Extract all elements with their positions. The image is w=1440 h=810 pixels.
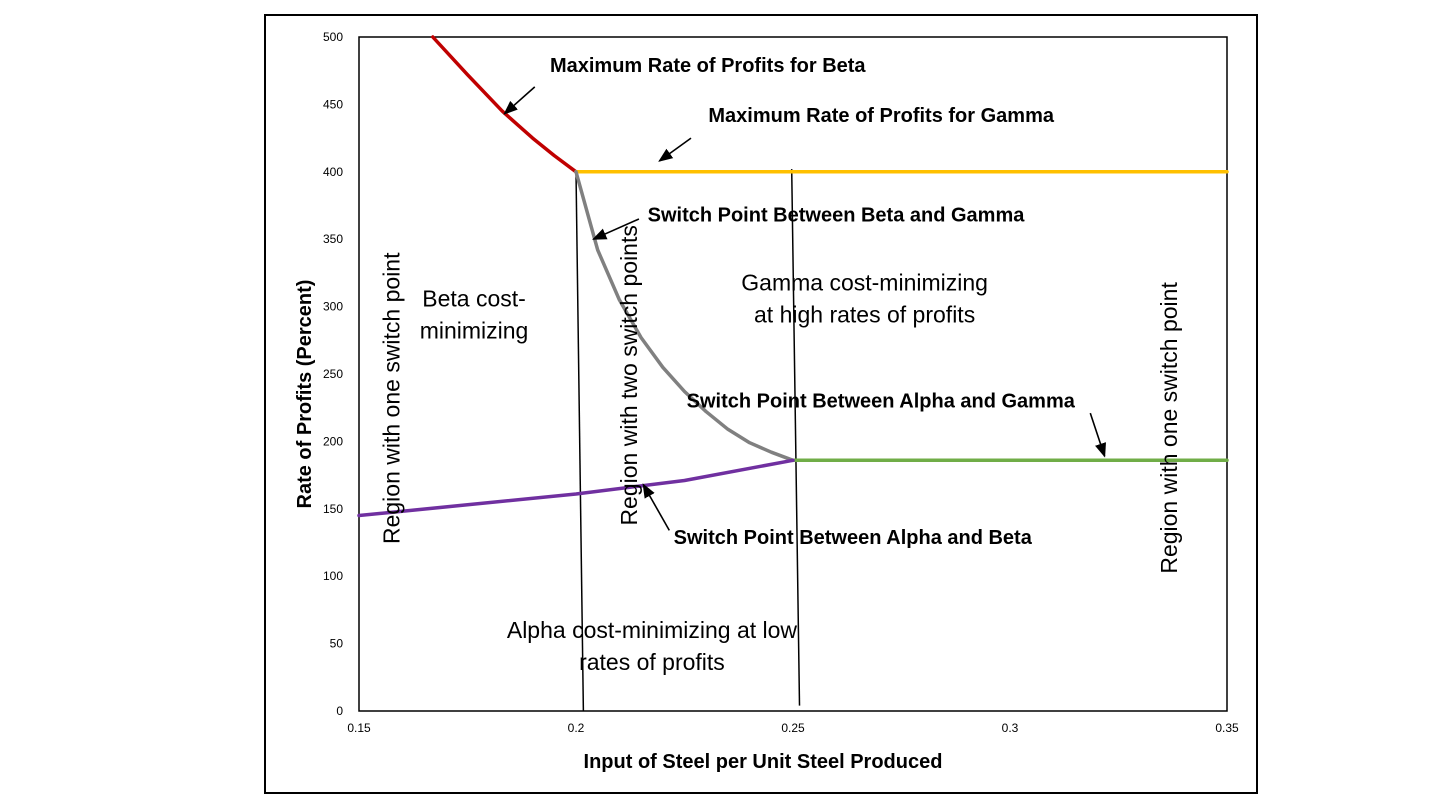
series-layer	[357, 35, 1229, 518]
annotation-layer: Maximum Rate of Profits for Beta Maximum …	[379, 55, 1182, 675]
series-line-beta-gamma-switch	[574, 170, 795, 463]
y-tick-label: 350	[323, 232, 343, 246]
y-tick-label: 250	[323, 367, 343, 381]
y-tick-label: 450	[323, 97, 343, 111]
chart-frame: 0.15 0.2 0.25 0.3 0.35 0 50 100 150 200 250 300 350…	[264, 14, 1258, 794]
y-axis-title: Rate of Profits (Percent)	[294, 280, 316, 509]
y-tick-label: 100	[323, 569, 343, 583]
annotation-gamma-max-label: Maximum Rate of Profits for Gamma	[708, 105, 1055, 127]
annotation-alpha-beta-label: Switch Point Between Alpha and Beta	[674, 527, 1033, 549]
y-tick-label: 500	[323, 30, 343, 44]
annotation-alpha-gamma-label: Switch Point Between Alpha and Gamma	[687, 391, 1076, 413]
y-axis-ticks: 0 50 100 150 200 250 300 350 400 450 500	[323, 30, 343, 718]
annotation-left-region: Region with one switch point	[379, 252, 405, 544]
annotation-right-region: Region with one switch point	[1156, 282, 1182, 574]
y-tick-label: 150	[323, 502, 343, 516]
x-tick-label: 0.15	[347, 721, 371, 735]
annotation-alpha-gamma-label-arrow	[1089, 412, 1106, 458]
annotation-beta-region-line: Beta cost-	[422, 286, 526, 312]
annotation-alpha-beta-label-arrow	[642, 483, 671, 531]
annotation-gamma-max-label-arrow	[658, 137, 692, 162]
region-boundary-line	[790, 169, 801, 706]
annotation-beta-max-label-arrow	[503, 86, 536, 115]
series-line-beta-max	[431, 35, 578, 174]
x-tick-label: 0.2	[568, 721, 585, 735]
annotation-middle-region: Region with two switch points	[616, 225, 642, 525]
x-tick-label: 0.25	[781, 721, 805, 735]
y-tick-label: 0	[336, 704, 343, 718]
line-chart: 0.15 0.2 0.25 0.3 0.35 0 50 100 150 200 250 300 350…	[294, 30, 1239, 773]
region-boundary-line	[575, 171, 585, 712]
annotation-beta-max-label: Maximum Rate of Profits for Beta	[550, 55, 866, 77]
y-tick-label: 300	[323, 300, 343, 314]
y-tick-label: 200	[323, 434, 343, 448]
annotation-gamma-region-line: Gamma cost-minimizing	[741, 269, 988, 295]
annotation-alpha-region-line: rates of profits	[579, 649, 725, 675]
x-axis-title: Input of Steel per Unit Steel Produced	[584, 751, 943, 773]
annotation-beta-region-line: minimizing	[420, 318, 529, 344]
annotation-beta-gamma-label: Switch Point Between Beta and Gamma	[648, 205, 1026, 227]
x-tick-label: 0.35	[1215, 721, 1239, 735]
annotation-alpha-region-line: Alpha cost-minimizing at low	[507, 617, 798, 643]
plot-area	[358, 36, 1228, 712]
x-tick-label: 0.3	[1002, 721, 1019, 735]
annotation-gamma-region-line: at high rates of profits	[754, 301, 975, 327]
y-tick-label: 400	[323, 165, 343, 179]
x-axis-ticks: 0.15 0.2 0.25 0.3 0.35	[347, 721, 1239, 735]
y-tick-label: 50	[330, 637, 344, 651]
series-line-alpha-beta-switch	[357, 458, 795, 518]
annotation-beta-gamma-label-arrow	[592, 218, 640, 240]
region-boundaries	[575, 169, 801, 712]
